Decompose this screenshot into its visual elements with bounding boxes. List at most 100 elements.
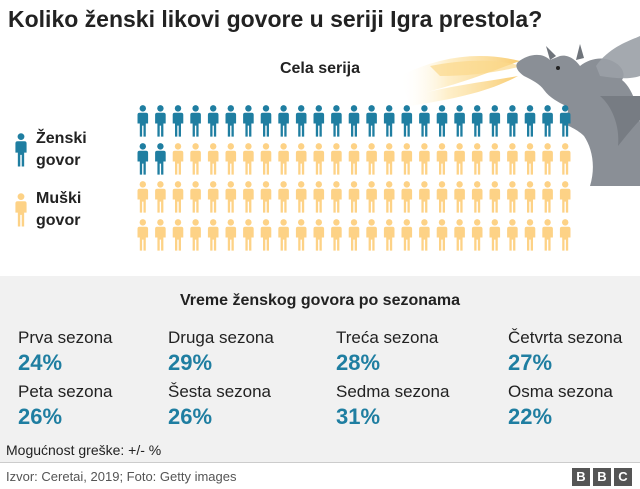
male-person-icon xyxy=(207,143,219,175)
male-person-icon xyxy=(225,219,237,251)
legend-male-label-line2: govor xyxy=(36,212,81,229)
male-person-icon xyxy=(489,143,501,175)
female-person-icon xyxy=(419,105,430,137)
female-person-icon xyxy=(454,105,465,137)
male-person-icon xyxy=(542,219,553,251)
male-person-icon xyxy=(137,219,149,251)
male-person-icon xyxy=(524,181,536,213)
male-person-icon xyxy=(542,143,553,175)
female-person-icon xyxy=(155,105,166,137)
legend-male: Muški govor xyxy=(14,188,106,232)
male-person-icon xyxy=(542,181,553,213)
page-title: Koliko ženski likovi govore u seriji Igr… xyxy=(8,6,543,32)
season-3-name: Treća sezona xyxy=(336,328,439,347)
male-person-icon xyxy=(383,143,395,175)
season-1-value: 24% xyxy=(18,350,63,375)
male-person-icon xyxy=(243,143,254,175)
female-person-icon xyxy=(383,105,395,137)
male-person-icon xyxy=(401,143,413,175)
female-person-icon xyxy=(524,105,536,137)
female-person-icon xyxy=(207,105,219,137)
male-person-icon xyxy=(471,143,483,175)
footer: Izvor: Ceretai, 2019; Foto: Getty images… xyxy=(0,462,640,489)
female-person-icon xyxy=(542,105,553,137)
legend-male-label-line1: Muški xyxy=(36,190,82,207)
female-person-icon xyxy=(137,105,149,137)
season-1: Prva sezona 24% xyxy=(18,328,178,376)
female-person-icon xyxy=(559,105,571,137)
female-person-icon xyxy=(331,105,342,137)
dragon-illustration xyxy=(400,36,640,186)
female-person-icon xyxy=(278,105,289,137)
male-person-icon xyxy=(348,143,360,175)
season-7: Sedma sezona 31% xyxy=(336,382,496,430)
male-person-icon xyxy=(436,219,448,251)
season-5: Peta sezona 26% xyxy=(18,382,178,430)
male-person-icon xyxy=(190,219,201,251)
male-person-icon xyxy=(507,219,518,251)
bbc-logo-letter-1: B xyxy=(572,468,590,486)
male-person-icon xyxy=(559,219,571,251)
male-person-icon xyxy=(401,181,413,213)
male-person-icon xyxy=(172,143,184,175)
female-person-icon xyxy=(313,105,325,137)
female-person-icon xyxy=(137,143,149,175)
season-5-name: Peta sezona xyxy=(18,382,113,401)
male-person-icon xyxy=(366,181,377,213)
male-person-icon xyxy=(260,181,272,213)
season-4-name: Četvrta sezona xyxy=(508,328,623,347)
female-person-icon xyxy=(15,133,27,167)
season-1-name: Prva sezona xyxy=(18,328,113,347)
female-person-icon xyxy=(489,105,501,137)
seasons-panel: Vreme ženskog govora po sezonama Prva se… xyxy=(0,276,640,462)
season-4-value: 27% xyxy=(508,350,553,375)
male-person-icon xyxy=(172,181,184,213)
season-6-value: 26% xyxy=(168,404,213,429)
female-person-icon xyxy=(348,105,360,137)
male-person-icon xyxy=(454,219,465,251)
male-person-icon xyxy=(15,193,27,227)
male-person-icon xyxy=(471,219,483,251)
male-person-icon xyxy=(295,219,307,251)
male-person-icon xyxy=(401,219,413,251)
male-person-icon xyxy=(225,181,237,213)
season-2-name: Druga sezona xyxy=(168,328,274,347)
male-person-icon xyxy=(436,181,448,213)
male-person-icon xyxy=(137,181,149,213)
female-person-icon xyxy=(172,105,184,137)
male-person-icon xyxy=(507,181,518,213)
male-person-icon xyxy=(419,219,430,251)
male-person-icon xyxy=(507,143,518,175)
male-person-icon xyxy=(295,143,307,175)
male-person-icon xyxy=(278,143,289,175)
season-4: Četvrta sezona 27% xyxy=(508,328,640,376)
male-person-icon xyxy=(207,181,219,213)
male-person-icon xyxy=(295,181,307,213)
legend-female-label-line2: govor xyxy=(36,152,81,169)
season-7-value: 31% xyxy=(336,404,381,429)
season-5-value: 26% xyxy=(18,404,63,429)
male-person-icon xyxy=(489,219,501,251)
legend-female-label-line1: Ženski xyxy=(36,130,87,147)
female-person-icon xyxy=(366,105,377,137)
male-person-icon xyxy=(260,219,272,251)
male-person-icon xyxy=(331,181,342,213)
bbc-logo-letter-2: B xyxy=(593,468,611,486)
season-2-value: 29% xyxy=(168,350,213,375)
male-person-icon xyxy=(348,181,360,213)
season-7-name: Sedma sezona xyxy=(336,382,450,401)
female-person-icon xyxy=(471,105,483,137)
male-person-icon xyxy=(155,181,166,213)
male-person-icon xyxy=(190,181,201,213)
male-person-icon xyxy=(366,143,377,175)
female-person-icon xyxy=(295,105,307,137)
male-person-icon xyxy=(383,181,395,213)
chart-subtitle: Cela serija xyxy=(279,60,361,77)
male-person-icon xyxy=(155,219,166,251)
female-person-icon xyxy=(401,105,413,137)
source-credit: Izvor: Ceretai, 2019; Foto: Getty images xyxy=(6,469,237,484)
female-person-icon xyxy=(155,143,166,175)
male-person-icon xyxy=(419,143,430,175)
bbc-logo-letter-3: C xyxy=(614,468,632,486)
male-person-icon xyxy=(471,181,483,213)
